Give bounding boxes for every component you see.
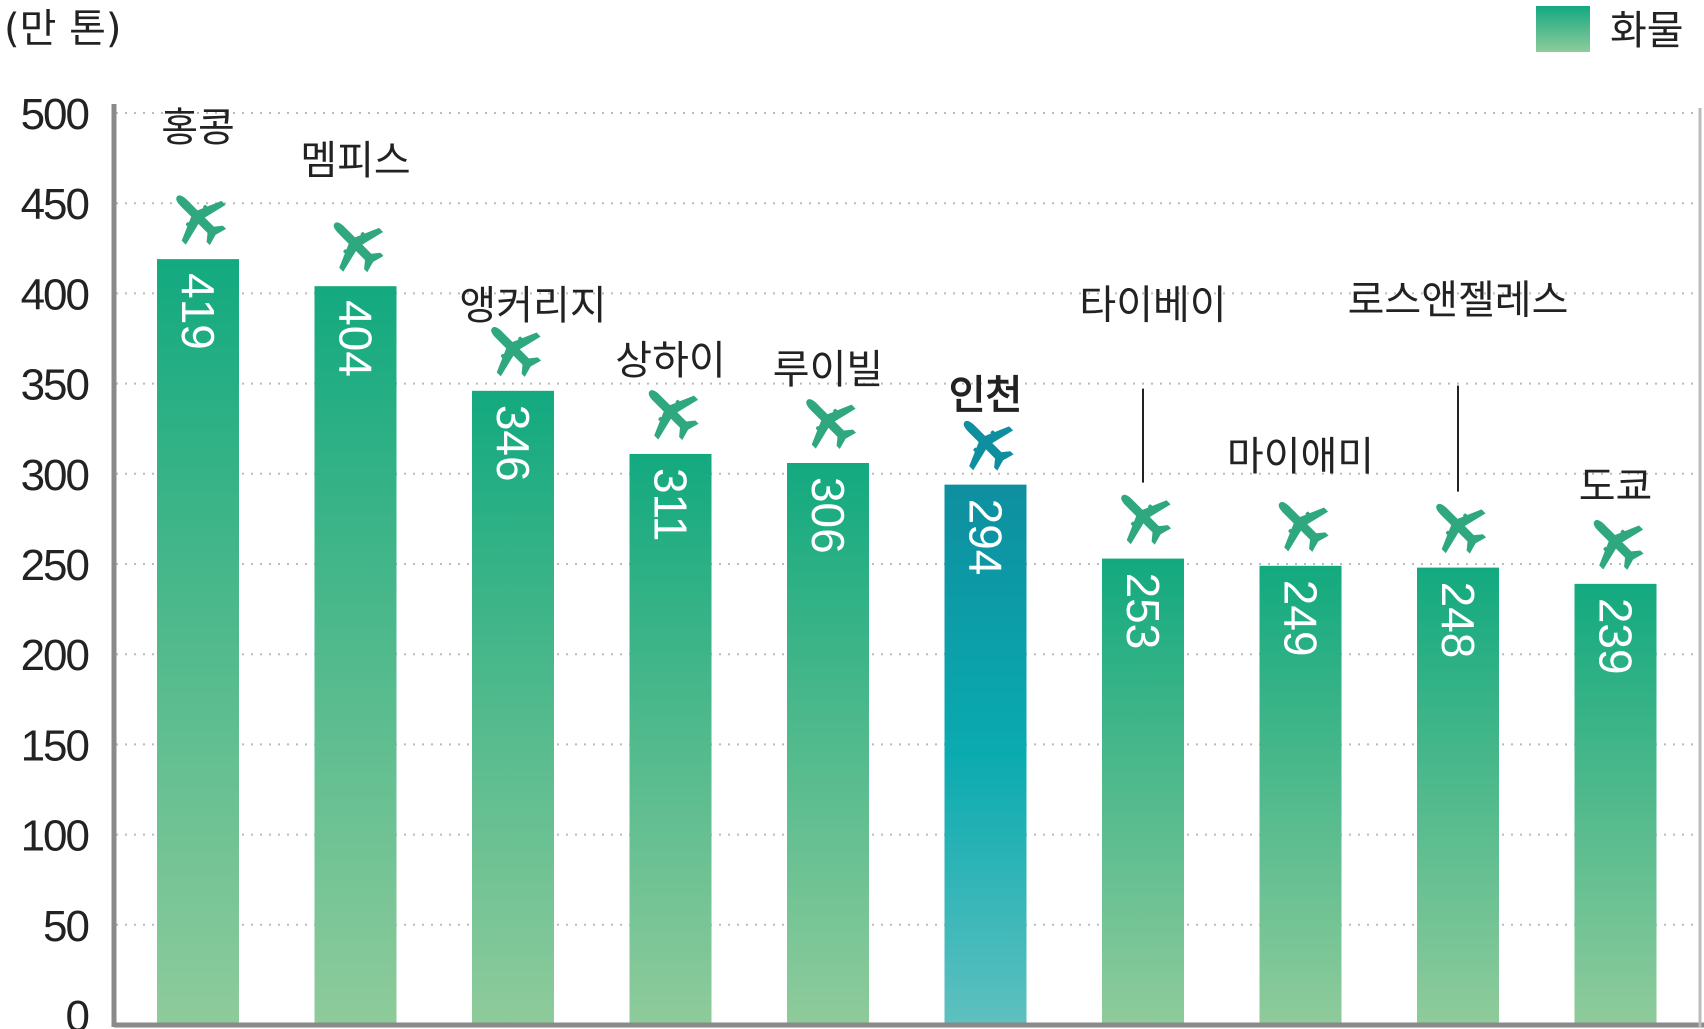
y-tick-label: 350 (21, 361, 89, 410)
bar-value-label: 294 (960, 499, 1012, 576)
bar (1574, 583, 1657, 1025)
y-tick-label: 500 (21, 90, 89, 139)
bar-group: 248 로스앤젤레스 (1348, 278, 1569, 1025)
category-label: 루이빌 (773, 347, 883, 393)
category-label: 인천 (949, 373, 1023, 419)
y-tick-label: 250 (21, 541, 89, 590)
category-label: 상하이 (615, 338, 725, 384)
bar (787, 462, 869, 1025)
bar-group: 239 도쿄 (1574, 464, 1657, 1025)
bar-value-label: 253 (1117, 573, 1169, 650)
y-tick-label: 0 (66, 992, 89, 1029)
category-label: 마이애미 (1227, 434, 1374, 480)
y-axis-unit-label: (만 톤) (4, 6, 122, 52)
y-tick-label: 300 (21, 451, 89, 500)
airplane-icon (166, 185, 230, 250)
bar (1102, 558, 1184, 1025)
airplane-icon (1583, 509, 1648, 574)
legend-swatch (1536, 6, 1590, 52)
y-tick-label: 450 (21, 180, 89, 229)
y-tick-label: 50 (43, 902, 88, 951)
bar-group: 306 루이빌 (773, 347, 883, 1025)
bar (944, 484, 1027, 1025)
category-label: 멤피스 (300, 138, 410, 184)
bar-group: 419 홍콩 (157, 105, 239, 1025)
y-tick-label: 100 (21, 812, 89, 861)
category-label: 앵커리지 (459, 283, 606, 329)
y-tick-label: 150 (21, 721, 89, 770)
bar-value-label: 404 (330, 300, 382, 377)
y-axis-ticks: 0 50 100 150 200 250 300 350 400 450 500 (21, 90, 91, 1029)
bar (1259, 565, 1342, 1025)
airplane-icon (1268, 491, 1333, 556)
bar-value-label: 239 (1590, 598, 1642, 675)
airplane-icon (1111, 484, 1175, 549)
category-label: 로스앤젤레스 (1348, 278, 1569, 324)
bar-group: 294 인천 (944, 373, 1027, 1025)
bar-value-label: 249 (1275, 580, 1327, 657)
bar-group: 404 멤피스 (300, 138, 411, 1026)
y-tick-label: 200 (21, 631, 89, 680)
y-tick-label: 400 (21, 270, 89, 319)
bar-value-label: 306 (802, 477, 854, 554)
bars: 419 홍콩 404 멤피스 346 앵커리지 311 상하이 306 루이빌 294 인천 253 타이… (157, 105, 1657, 1026)
airplane-icon (1426, 493, 1490, 558)
legend-label: 화물 (1610, 8, 1684, 54)
bar-group: 253 타이베이 (1079, 283, 1227, 1025)
bar (157, 259, 239, 1025)
bar-group: 346 앵커리지 (459, 283, 607, 1025)
bar-group: 249 마이애미 (1227, 434, 1374, 1025)
bar-value-label: 311 (645, 468, 697, 541)
bar-value-label: 248 (1432, 582, 1484, 659)
category-label: 홍콩 (161, 105, 235, 151)
bar-group: 311 상하이 (615, 338, 726, 1025)
bar (472, 390, 554, 1025)
bar (1417, 567, 1499, 1025)
category-label: 도쿄 (1579, 464, 1653, 510)
legend: 화물 (1536, 6, 1684, 54)
bar-value-label: 346 (487, 405, 539, 482)
bar (629, 453, 712, 1025)
category-label: 타이베이 (1079, 283, 1226, 329)
bar-value-label: 419 (172, 273, 224, 350)
bar (314, 286, 397, 1026)
airplane-icon (323, 212, 388, 277)
